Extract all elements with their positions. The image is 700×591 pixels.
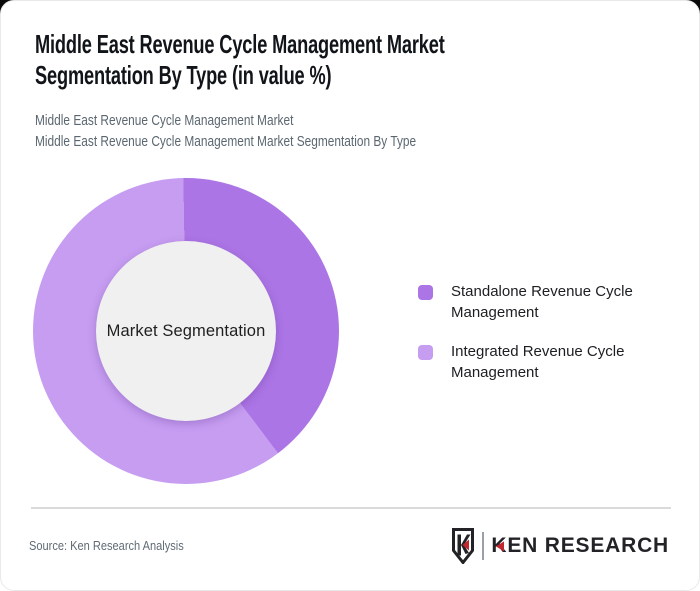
footer-divider (31, 507, 671, 509)
chart-legend: Standalone Revenue Cycle Management Integ… (418, 281, 641, 401)
legend-item[interactable]: Standalone Revenue Cycle Management (418, 281, 641, 323)
donut-center: Market Segmentation (96, 241, 276, 421)
source-text: Source: Ken Research Analysis (29, 538, 184, 553)
ken-research-logo: K EN RESEARCH (452, 527, 669, 565)
logo-red-triangle-icon (496, 541, 505, 552)
donut-chart[interactable]: Market Segmentation (33, 178, 339, 484)
logo-text: K EN RESEARCH (491, 534, 669, 558)
logo-separator (482, 532, 485, 560)
legend-item[interactable]: Integrated Revenue Cycle Management (418, 341, 641, 383)
page-title: Middle East Revenue Cycle Management Mar… (35, 29, 445, 90)
legend-item-label: Standalone Revenue Cycle Management (451, 283, 633, 321)
logo-k-letter: K (491, 534, 508, 557)
chart-subtitle-line-2: Middle East Revenue Cycle Management Mar… (35, 134, 417, 150)
chart-subtitles: Middle East Revenue Cycle Management Mar… (35, 111, 609, 153)
donut-center-label: Market Segmentation (106, 321, 266, 340)
legend-swatch (418, 345, 433, 360)
legend-item-label: Integrated Revenue Cycle Management (451, 343, 625, 381)
chart-subtitle-line-1: Middle East Revenue Cycle Management Mar… (35, 113, 294, 129)
logo-text-rest: EN RESEARCH (507, 534, 669, 557)
legend-swatch (418, 285, 433, 300)
ken-shield-icon (452, 528, 475, 564)
